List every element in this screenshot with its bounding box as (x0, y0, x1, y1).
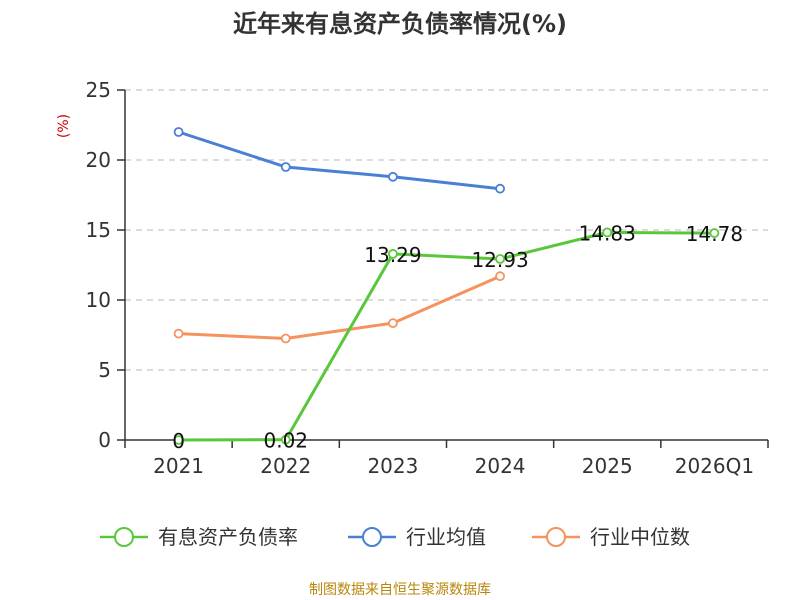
legend-label-2: 行业中位数 (590, 525, 690, 549)
y-tick-label-10: 10 (86, 288, 111, 312)
series-2-point-2024 (495, 271, 505, 282)
legend-item-2: 行业中位数 (532, 525, 690, 549)
series-0-point-2024 (495, 254, 505, 264)
x-tick-label-2021: 2021 (153, 454, 204, 478)
series-1-point-2024 (495, 183, 505, 194)
y-tick-label-0: 0 (98, 428, 111, 452)
series-line-0 (178, 230, 715, 442)
legend-item-0: 有息资产负债率 (100, 525, 298, 549)
y-axis-label: (%) (56, 114, 72, 138)
data-label-2025: 14.83 (579, 221, 636, 245)
legend-label-1: 行业均值 (406, 525, 486, 549)
legend: 有息资产负债率 行业均值 行业中位数 (100, 525, 690, 549)
y-tick-label-5: 5 (98, 358, 111, 382)
series-0-point-2022 (280, 434, 291, 445)
series-line-1 (178, 130, 501, 191)
legend-label-0: 有息资产负债率 (158, 525, 298, 549)
x-tick-label-2023: 2023 (367, 454, 418, 478)
y-tick-label-20: 20 (86, 148, 111, 172)
data-label-2021: 0 (172, 429, 185, 453)
data-label-2026Q1: 14.78 (686, 222, 743, 246)
series-line-2 (178, 274, 501, 340)
series-0-point-2023 (388, 249, 398, 259)
legend-marker-0 (114, 527, 134, 547)
x-tick-label-2024: 2024 (475, 454, 526, 478)
chart-title: 近年来有息资产负债率情况(%) (233, 10, 567, 38)
data-label-2022: 0.02 (263, 429, 308, 453)
series-0-point-2021 (173, 435, 184, 445)
data-labels: 0 0.02 13.29 12.93 14.83 14.78 (172, 221, 743, 453)
series-0-point-2025 (602, 227, 613, 238)
legend-item-1: 行业均值 (348, 525, 486, 549)
series-1-point-2023 (388, 171, 398, 182)
grid-lines (125, 89, 768, 371)
series-2-point-2021 (173, 328, 184, 339)
series-1-point-2021 (173, 127, 184, 137)
series-group (173, 127, 720, 445)
series-2-point-2022 (280, 333, 291, 344)
legend-marker-2 (546, 527, 566, 547)
x-tick-label-2022: 2022 (260, 454, 311, 478)
data-label-2023: 13.29 (364, 243, 421, 267)
series-2-point-2023 (388, 318, 398, 329)
data-label-2024: 12.93 (471, 248, 528, 272)
x-tick-label-2026Q1: 2026Q1 (675, 454, 754, 478)
source-note: 制图数据来自恒生聚源数据库 (309, 582, 491, 598)
series-1-point-2022 (280, 162, 291, 172)
x-tick-label-2025: 2025 (582, 454, 633, 478)
series-0-point-2026Q1 (709, 228, 720, 238)
y-tick-label-25: 25 (86, 78, 111, 102)
y-tick-label-15: 15 (86, 218, 111, 242)
legend-marker-1 (362, 527, 382, 547)
